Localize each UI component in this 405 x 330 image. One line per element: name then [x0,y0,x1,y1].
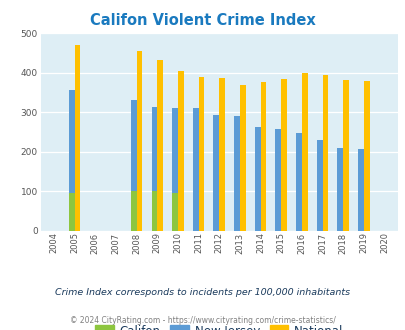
Bar [151,191,157,231]
Text: Crime Index corresponds to incidents per 100,000 inhabitants: Crime Index corresponds to incidents per… [55,287,350,297]
Bar [275,129,281,231]
Bar [75,45,80,231]
Bar [69,90,75,231]
Bar [192,108,198,231]
Bar [130,191,136,231]
Bar [213,115,219,231]
Bar [172,193,177,231]
Text: Califon Violent Crime Index: Califon Violent Crime Index [90,13,315,28]
Bar [301,73,307,231]
Bar [322,75,328,231]
Bar [337,148,342,231]
Bar [172,108,177,231]
Bar [130,100,136,231]
Bar [295,133,301,231]
Bar [254,127,260,231]
Bar [342,80,348,231]
Bar [69,193,75,231]
Bar [219,78,224,231]
Bar [177,71,183,231]
Bar [281,79,286,231]
Bar [357,149,363,231]
Bar [239,85,245,231]
Text: © 2024 CityRating.com - https://www.cityrating.com/crime-statistics/: © 2024 CityRating.com - https://www.city… [70,315,335,325]
Bar [136,51,142,231]
Legend: Califon, New Jersey, National: Califon, New Jersey, National [90,320,347,330]
Bar [157,59,163,231]
Bar [151,108,157,231]
Bar [198,77,204,231]
Bar [363,81,369,231]
Bar [316,140,322,231]
Bar [234,116,239,231]
Bar [260,82,266,231]
